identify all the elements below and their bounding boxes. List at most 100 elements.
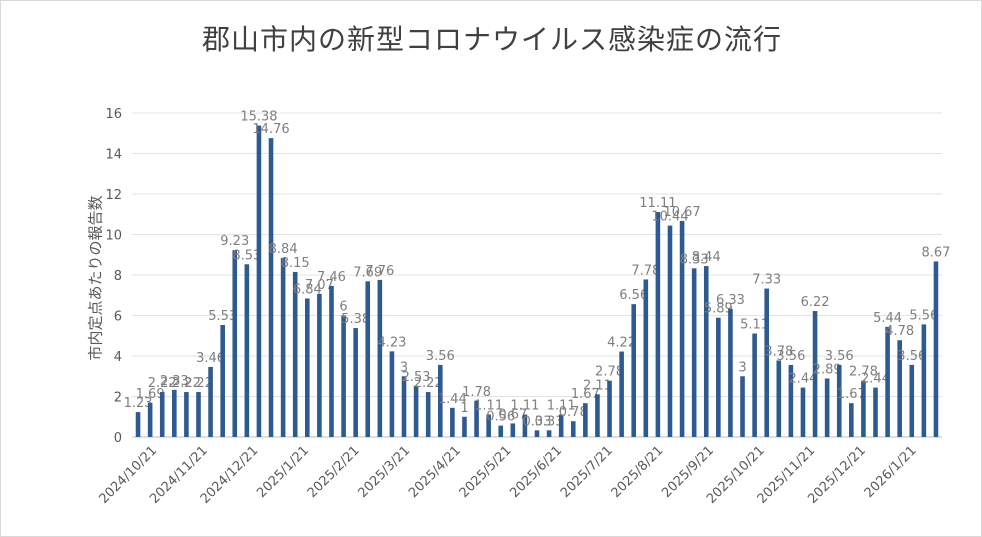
data-label: 11.11 [639,196,676,211]
y-tick-label: 0 [114,431,122,446]
data-label: 2.22 [172,376,201,391]
bar [377,279,383,437]
bar [486,414,491,437]
bar [800,387,806,437]
data-label: 7.69 [353,265,382,280]
bar [232,250,238,437]
data-label: 2.44 [788,372,817,387]
bar [764,288,769,437]
x-tick-label: 2025/7/21 [558,443,616,501]
data-label: 6.84 [293,282,322,297]
data-label: 7.46 [317,270,346,285]
bar [135,412,141,437]
data-label: 4.23 [377,335,406,350]
x-tick-label: 2025/6/21 [507,443,565,501]
data-label: 3.56 [897,349,926,364]
bar [522,414,528,437]
data-label: 1.69 [136,387,165,402]
data-label: 8.33 [680,252,709,267]
data-label: 0.78 [559,405,588,420]
x-tick-label: 2025/8/21 [609,443,667,501]
data-label: 2.53 [402,370,431,385]
data-label: 3.78 [764,344,793,359]
data-label: 1.23 [124,396,153,411]
data-label: 5.53 [208,309,237,324]
data-label: 14.76 [252,122,289,137]
y-tick-label: 6 [114,310,122,325]
bar [570,421,576,437]
bar [655,212,661,437]
data-label: 2.22 [184,376,213,391]
data-label: 2.22 [148,376,177,391]
bar [812,311,818,437]
y-tick-label: 12 [105,188,122,203]
x-tick-label: 2025/5/21 [457,443,515,501]
data-label: 5.89 [704,302,733,317]
data-label: 8.67 [921,245,950,260]
data-label: 10.67 [663,205,700,220]
data-label: 5.44 [873,311,902,326]
data-label: 6 [339,300,347,315]
data-label: 8.84 [269,242,298,257]
chart-title: 郡山市内の新型コロナウイルス感染症の流行 [201,23,782,56]
bar [643,279,649,437]
bar [184,392,189,437]
bar [196,392,201,437]
data-label: 0.56 [486,410,515,425]
bar [425,392,431,437]
data-label: 0.33 [535,414,564,429]
bar [558,414,564,437]
bar [595,394,600,437]
bar [679,220,685,437]
bar [268,138,274,438]
data-label: 7.78 [631,263,660,278]
bar [849,403,854,437]
bar [607,380,612,437]
bar [534,430,540,437]
data-label: 3 [400,360,408,375]
bar [933,261,939,437]
x-tick-label: 2025/1/21 [254,443,312,501]
x-tick-label: 2026/1/21 [862,443,920,501]
bar [365,281,371,437]
data-label: 1.44 [438,392,467,407]
bar [740,376,745,437]
bar [631,304,637,437]
data-label: 3.56 [426,349,455,364]
x-tick-label: 2025/4/21 [406,443,464,501]
data-label: 1.67 [571,387,600,402]
bar [462,416,467,437]
data-label: 7.33 [752,273,781,288]
data-label: 3.56 [776,349,805,364]
data-label: 8.53 [232,248,261,263]
y-tick-label: 2 [114,391,122,406]
bar [220,325,225,437]
bar [172,389,177,437]
bar [437,364,443,437]
bar [450,407,455,437]
bar [788,364,794,437]
y-tick-label: 8 [114,269,122,284]
bar [474,400,479,437]
bar [861,380,866,437]
bar [885,326,890,437]
bar [389,351,395,437]
data-label: 1.11 [474,399,503,414]
bar [836,364,842,437]
bar [280,257,286,437]
bar [583,403,588,437]
x-tick-label: 2025/2/21 [305,443,363,501]
bar [401,376,407,437]
bar [341,315,346,437]
data-label: 10.44 [651,210,688,225]
data-label: 1.11 [510,399,539,414]
data-label: 3 [738,360,746,375]
data-label: 6.22 [801,295,830,310]
data-label: 1.67 [837,387,866,402]
data-label: 3.56 [825,349,854,364]
bar [824,378,830,437]
bar [413,385,419,437]
data-label: 15.38 [240,110,277,125]
bar [909,364,915,437]
